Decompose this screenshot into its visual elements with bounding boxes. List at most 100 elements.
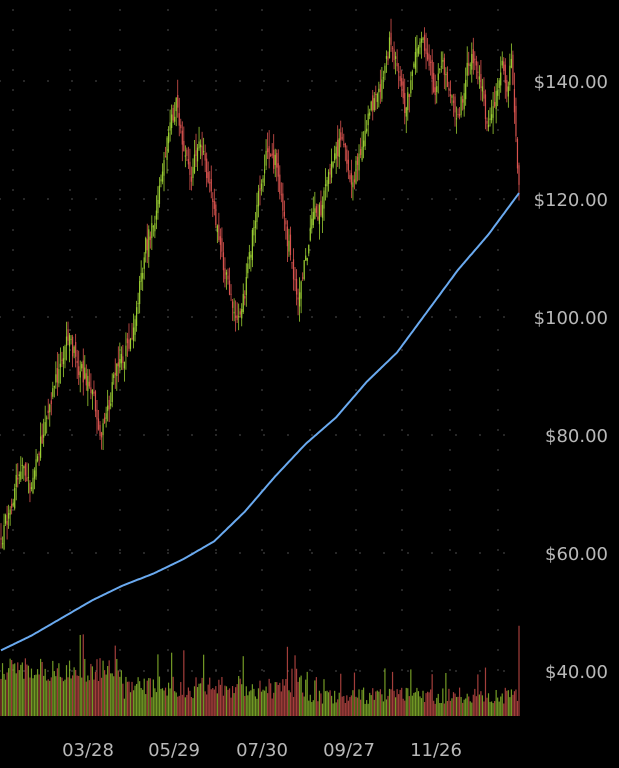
- volume-bar: [196, 687, 199, 716]
- candle-body: [356, 156, 359, 165]
- volume-bar: [3, 673, 5, 716]
- volume-bar: [186, 694, 188, 716]
- candle-body: [0, 537, 2, 540]
- volume-bar: [401, 687, 403, 716]
- candle-body: [190, 176, 193, 182]
- grid-dot: [449, 589, 451, 591]
- grid-dot: [215, 329, 217, 331]
- volume-bar: [367, 703, 369, 716]
- volume-bar: [331, 695, 333, 716]
- volume-bar: [227, 689, 229, 716]
- grid-dot: [0, 316, 1, 318]
- volume-bar: [91, 666, 94, 716]
- grid-dot: [401, 149, 403, 151]
- grid-dot: [355, 249, 357, 251]
- volume-bar: [487, 693, 490, 716]
- grid-dot: [167, 329, 169, 331]
- volume-bar: [504, 687, 506, 716]
- grid-dot: [23, 434, 25, 436]
- candle-body: [407, 92, 409, 111]
- grid-dot: [69, 549, 71, 551]
- volume-bar: [452, 692, 455, 716]
- candle-body: [175, 97, 177, 112]
- grid-dot: [167, 629, 169, 631]
- candle-body: [480, 74, 482, 88]
- volume-bar: [341, 696, 343, 716]
- candle-body: [221, 238, 223, 252]
- candle-body: [20, 471, 22, 480]
- candle-body: [378, 88, 380, 93]
- volume-bar: [110, 673, 112, 716]
- grid-dot: [167, 49, 169, 51]
- volume-bar: [105, 674, 107, 716]
- candle-body: [451, 95, 453, 98]
- grid-dot: [497, 429, 499, 431]
- volume-bar: [385, 699, 388, 716]
- volume-bar: [233, 693, 235, 716]
- volume-bar: [335, 702, 337, 716]
- grid-dot: [401, 269, 403, 271]
- volume-bar: [134, 685, 136, 716]
- grid-dot: [355, 209, 357, 211]
- grid-dot: [12, 449, 14, 451]
- grid-dot: [167, 89, 169, 91]
- candle-body: [196, 147, 199, 162]
- volume-bar: [236, 684, 238, 716]
- candle-body: [311, 218, 313, 229]
- candle-body: [59, 363, 62, 368]
- grid-dot: [449, 29, 451, 31]
- candle-body: [300, 281, 302, 299]
- candle-body: [256, 204, 258, 222]
- volume-bar: [376, 690, 378, 716]
- grid-dot: [401, 329, 403, 331]
- grid-dot: [355, 609, 357, 611]
- candle-body: [119, 359, 121, 368]
- grid-dot: [23, 670, 25, 672]
- candle-body: [303, 260, 305, 280]
- grid-dot: [167, 434, 169, 436]
- volume-bar: [247, 695, 249, 716]
- grid-dot: [215, 9, 217, 11]
- volume-bar: [180, 682, 182, 716]
- grid-dot: [119, 49, 121, 51]
- candle-body: [314, 208, 316, 219]
- grid-dot: [479, 434, 481, 436]
- candle-body: [363, 140, 365, 148]
- grid-dot: [69, 209, 71, 211]
- grid-dot: [215, 349, 217, 351]
- candle-body: [58, 369, 60, 384]
- candle-body: [32, 477, 34, 494]
- volume-bar: [201, 677, 203, 716]
- candle-body: [457, 114, 459, 116]
- candle-body: [433, 72, 435, 93]
- candle-body: [498, 80, 500, 89]
- grid-dot: [449, 169, 451, 171]
- grid-dot: [449, 649, 451, 651]
- grid-dot: [119, 129, 121, 131]
- grid-dot: [287, 198, 289, 200]
- candle-body: [509, 65, 511, 85]
- grid-dot: [119, 569, 121, 571]
- volume-bar: [399, 689, 401, 716]
- candle-body: [478, 76, 480, 80]
- volume-bar: [114, 645, 116, 716]
- grid-dot: [497, 569, 499, 571]
- grid-dot: [12, 189, 14, 191]
- grid-dot: [431, 198, 433, 200]
- grid-dot: [497, 249, 499, 251]
- volume-bar: [90, 663, 92, 716]
- grid-dot: [401, 669, 403, 671]
- volume-bar: [44, 668, 46, 716]
- candle-body: [340, 132, 342, 141]
- candle-body: [376, 93, 378, 102]
- grid-dot: [12, 229, 14, 231]
- grid-dot: [215, 229, 217, 231]
- candle-body: [487, 124, 490, 128]
- volume-bar: [408, 696, 410, 716]
- volume-bar: [440, 703, 442, 716]
- grid-dot: [0, 198, 1, 200]
- candle-body: [446, 71, 448, 88]
- volume-bar: [492, 703, 494, 716]
- grid-dot: [449, 389, 451, 391]
- candle-body: [331, 161, 333, 178]
